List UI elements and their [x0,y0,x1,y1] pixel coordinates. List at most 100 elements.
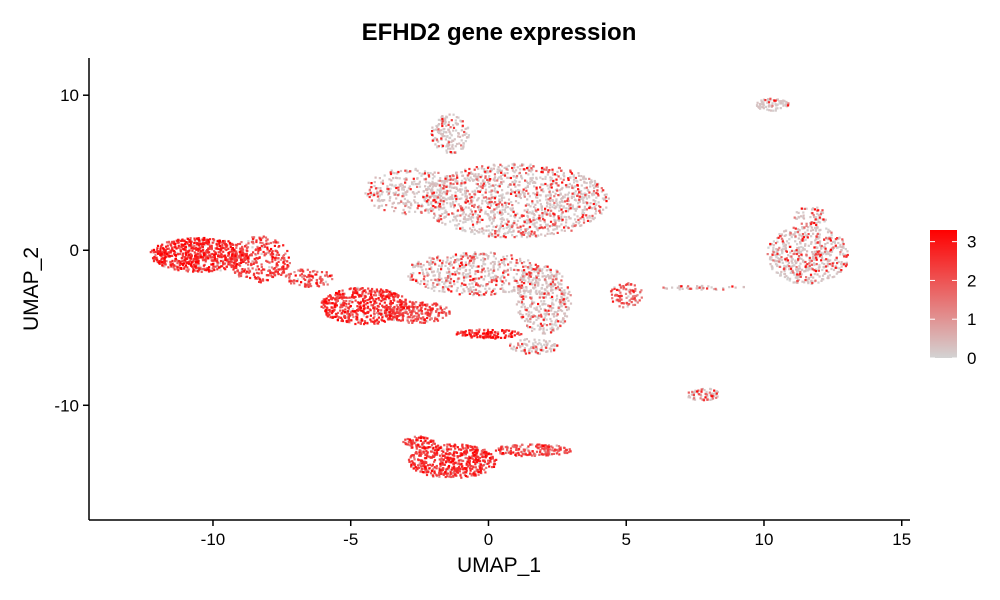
data-point [388,178,391,181]
data-point [199,246,202,249]
data-point [441,120,444,123]
data-point [594,181,597,184]
data-point [481,227,484,230]
data-point [799,275,802,278]
data-point [432,216,435,219]
data-point [471,213,474,216]
data-point [525,313,528,316]
data-point [547,187,550,190]
data-point [787,261,790,264]
data-point [567,306,570,309]
data-point [628,302,631,306]
data-point [212,256,215,259]
data-point [790,249,794,252]
data-point [528,195,531,198]
data-point [558,201,561,204]
data-point [567,215,570,218]
data-point [531,202,534,205]
data-point [520,281,523,284]
data-point [523,261,526,264]
data-point [601,197,604,200]
data-point [479,210,482,213]
data-point [322,306,325,309]
data-point [238,275,241,278]
data-point [366,194,369,197]
data-point [527,315,530,318]
data-point [432,454,435,457]
data-point [435,195,438,198]
data-point [531,210,534,213]
data-point [514,264,517,267]
data-point [256,276,259,279]
data-point [531,300,534,303]
data-point [448,285,451,288]
data-point [532,286,535,289]
data-point [467,287,470,291]
data-point [262,243,266,246]
data-point [480,284,483,287]
data-point [782,99,785,102]
data-point [470,473,473,476]
data-point [814,268,817,271]
data-point [776,98,779,101]
data-point [535,347,539,350]
data-point [404,191,407,194]
data-point [438,205,441,208]
data-point [443,184,446,187]
data-point [237,257,240,260]
data-point [439,199,442,202]
data-point [494,191,497,194]
data-point [373,181,376,184]
data-point [378,205,381,208]
data-point [535,315,538,318]
data-point [619,297,622,300]
data-point [173,251,176,254]
data-point [762,98,766,101]
data-point [598,209,601,213]
data-point [456,180,459,183]
data-point [538,214,541,217]
data-point [538,328,541,331]
data-point [288,274,291,277]
data-point [547,304,550,307]
data-point [456,267,459,270]
data-point [416,263,419,266]
data-point [534,207,537,210]
data-point [535,169,538,173]
data-point [470,455,474,458]
data-point [275,262,278,265]
data-point [434,278,437,281]
data-point [429,189,432,192]
data-point [383,174,386,177]
data-point [172,266,175,269]
data-point [802,217,806,220]
data-point [418,449,421,452]
data-point [342,295,345,298]
data-point [538,267,541,270]
data-point [505,192,508,195]
data-point [520,295,523,298]
data-point [797,255,801,258]
data-point [499,217,502,221]
data-point [560,223,563,226]
data-point [527,350,531,353]
data-point [535,227,538,230]
data-point [251,246,254,249]
data-point [466,177,469,180]
data-point [301,276,304,279]
data-point [434,128,437,131]
data-point [551,171,554,174]
data-point [548,306,551,309]
data-point [425,469,428,472]
data-point [438,274,441,277]
data-point [449,175,452,178]
data-point [456,209,460,212]
data-point [619,285,622,288]
data-point [462,208,466,211]
data-point [167,266,170,269]
data-point [373,315,376,318]
data-point [500,213,503,216]
data-point [534,308,538,311]
data-point [539,445,542,449]
data-point [479,465,482,468]
